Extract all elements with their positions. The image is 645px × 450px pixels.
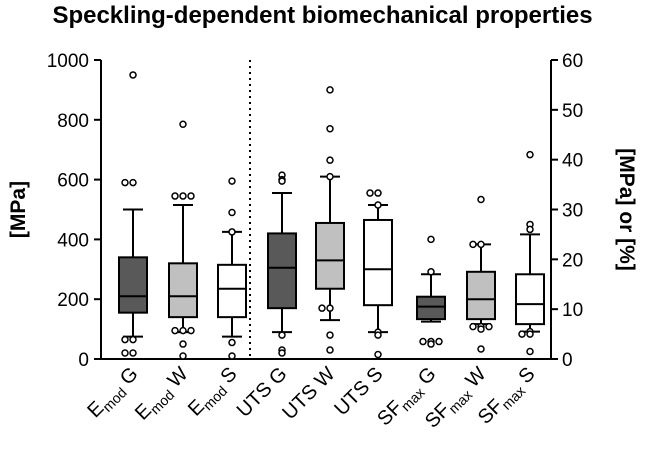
axes-group: 0 200 400 600 800 1000 0 10 20 30 40 50 60 [MPa] [MPa]… [7, 51, 638, 371]
y-left-tick-label: 400 [57, 230, 89, 251]
category-label: Emod G [83, 363, 144, 424]
outlier-point [326, 331, 334, 339]
box-iqr [267, 232, 297, 310]
outlier-point [179, 352, 187, 360]
outlier-point [179, 340, 187, 348]
y-right-tick-label: 60 [562, 51, 583, 72]
box-plot-e-g [118, 71, 148, 357]
outlier-point [374, 350, 382, 359]
outlier-point [477, 325, 485, 333]
outlier-point [469, 240, 477, 249]
box-iqr [363, 218, 393, 307]
outlier-point [171, 326, 179, 335]
outlier-point [526, 347, 534, 356]
box-iqr [217, 263, 247, 319]
outlier-point [477, 195, 485, 204]
outlier-point [187, 326, 195, 335]
outlier-point [427, 268, 435, 276]
outlier-point [278, 177, 286, 185]
outlier-point [526, 225, 534, 234]
chart-title: Speckling-dependent biomechanical proper… [52, 2, 593, 29]
outlier-point [228, 177, 236, 185]
y-left-tick-label: 1000 [47, 51, 89, 72]
outlier-point [171, 192, 179, 200]
y-right-tick-label: 30 [562, 201, 583, 222]
y-right-tick-label: 20 [562, 250, 583, 271]
outlier-point [326, 346, 334, 354]
outlier-point [326, 304, 334, 312]
outlier-point [485, 322, 493, 331]
outlier-point [179, 192, 187, 200]
box-plot-uts-s [363, 189, 393, 359]
category-label: UTS W [278, 363, 339, 424]
box-plot-e-s [217, 177, 247, 360]
outlier-point [121, 178, 129, 187]
outlier-point [326, 156, 334, 164]
outlier-point [228, 208, 236, 217]
outlier-point [374, 201, 382, 209]
y-axis-left-title: [MPa] [7, 181, 30, 238]
outlier-point [427, 340, 435, 348]
boxes-group [118, 71, 545, 360]
box-iqr [118, 256, 148, 314]
box-iqr [168, 262, 198, 319]
outlier-point [318, 304, 326, 312]
box-plot-sf-s [515, 150, 545, 356]
y-right-tick-label: 0 [562, 350, 573, 371]
outlier-point [419, 337, 427, 346]
outlier-point [121, 335, 129, 344]
outlier-point [374, 331, 382, 339]
y-left-tick-label: 200 [57, 290, 89, 311]
outlier-point [326, 172, 334, 181]
box-plot-uts-g [267, 171, 297, 357]
outlier-point [179, 120, 187, 129]
outlier-point [374, 189, 382, 197]
outlier-point [129, 335, 137, 344]
outlier-point [526, 330, 534, 338]
box-iqr [466, 270, 496, 321]
outlier-point [278, 331, 286, 339]
outlier-point [518, 330, 526, 338]
outlier-point [129, 349, 137, 357]
outlier-point [187, 192, 195, 200]
box-plot-sf-w [466, 195, 496, 353]
box-iqr [315, 221, 345, 290]
outlier-point [129, 71, 137, 79]
box-plot-sf-g [416, 235, 446, 348]
outlier-point [228, 228, 236, 236]
category-label: Emod S [184, 363, 244, 423]
box-iqr [515, 273, 545, 326]
outlier-point [179, 326, 187, 335]
outlier-point [228, 352, 236, 360]
outlier-point [326, 125, 334, 133]
y-left-tick-label: 800 [57, 111, 89, 132]
outlier-point [427, 235, 435, 244]
outlier-point [435, 337, 443, 346]
y-right-tick-label: 10 [562, 300, 583, 321]
outlier-point [477, 240, 485, 249]
outlier-point [278, 349, 286, 357]
outlier-point [366, 189, 374, 197]
outlier-point [469, 322, 477, 331]
outlier-point [129, 178, 137, 187]
box-plot-uts-w [315, 86, 345, 354]
box-plot-e-w [168, 120, 198, 360]
category-label: Emod W [131, 363, 195, 427]
outlier-point [526, 150, 534, 159]
y-axis-right-title: [MPa] or [%] [615, 148, 638, 271]
outlier-point [477, 345, 485, 353]
y-right-tick-label: 40 [562, 151, 583, 172]
y-right-tick-label: 50 [562, 101, 583, 122]
y-left-tick-label: 0 [78, 350, 89, 371]
y-left-tick-label: 600 [57, 171, 89, 192]
outlier-point [228, 338, 236, 347]
outlier-point [121, 349, 129, 357]
outlier-point [326, 86, 334, 94]
box-iqr [416, 295, 446, 321]
